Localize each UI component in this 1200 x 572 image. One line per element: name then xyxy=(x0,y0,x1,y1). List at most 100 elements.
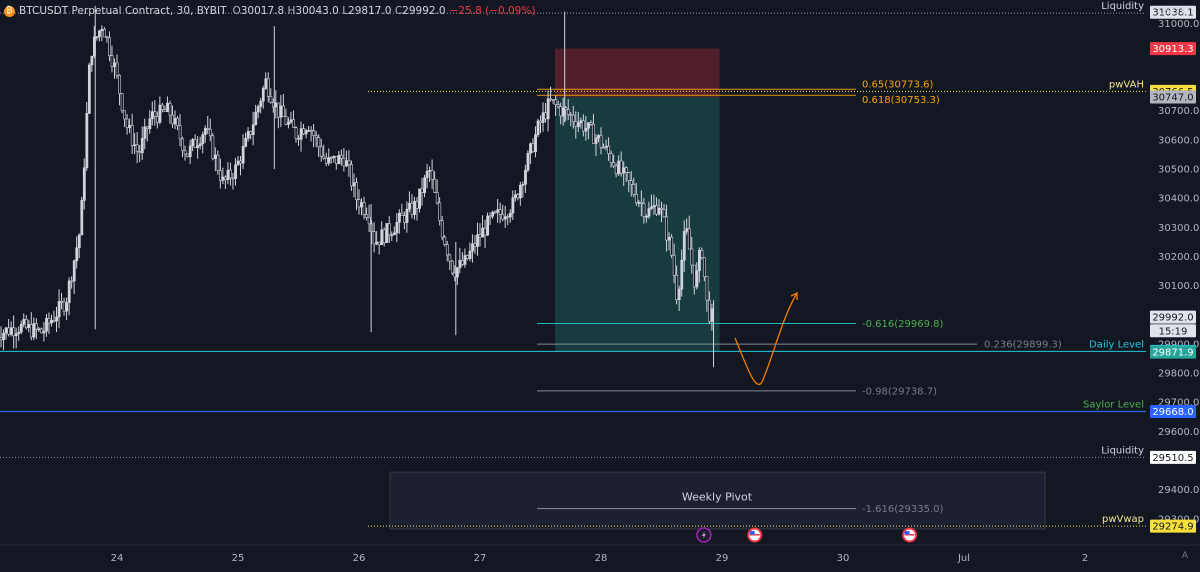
candle-body xyxy=(632,184,636,195)
candle-body xyxy=(430,170,434,180)
candle-body xyxy=(269,96,273,103)
candle-body xyxy=(45,317,48,332)
candle-body xyxy=(476,234,479,247)
candle-body xyxy=(551,98,555,101)
candle-body xyxy=(60,301,64,303)
candle-body xyxy=(423,177,427,193)
candle-body xyxy=(506,216,510,218)
candle-body xyxy=(665,216,669,241)
candle-body xyxy=(100,28,104,32)
candle-body xyxy=(559,106,563,117)
candle-body xyxy=(642,203,646,217)
candle-body xyxy=(357,199,361,208)
candle-body xyxy=(244,138,248,147)
candle-body xyxy=(561,107,565,117)
candle-body xyxy=(85,113,89,169)
currency-selector[interactable]: USDT xyxy=(1158,5,1186,17)
candle-body xyxy=(42,330,46,334)
candle-body xyxy=(670,236,674,256)
candle-body xyxy=(554,99,558,105)
candle-body xyxy=(680,259,684,290)
candle-body xyxy=(624,167,628,173)
candle-body xyxy=(458,260,462,269)
candle-body xyxy=(148,118,152,129)
level-label: pwVwap xyxy=(1102,514,1144,525)
candle-body xyxy=(445,244,449,256)
candle-body xyxy=(289,119,293,123)
level-label: pwVAH xyxy=(1109,79,1144,90)
candle-body xyxy=(166,102,169,112)
candle-body xyxy=(287,121,290,125)
candle-body xyxy=(216,154,220,171)
symbol-title[interactable]: BTCUSDT Perpetual Contract, 30, BYBIT xyxy=(19,5,227,17)
candle-body xyxy=(571,114,575,122)
candle-body xyxy=(128,125,132,128)
level-label: Liquidity xyxy=(1101,1,1144,12)
candle-body xyxy=(516,194,520,199)
candle-body xyxy=(312,130,316,136)
candle-body xyxy=(677,288,681,300)
candle-body xyxy=(607,145,611,155)
candle-body xyxy=(317,137,321,148)
candle-body xyxy=(408,202,411,210)
candle-body xyxy=(7,327,11,335)
time-tick-label: 27 xyxy=(474,553,487,564)
candle-body xyxy=(413,200,416,215)
projection-arrow[interactable] xyxy=(734,292,798,385)
candle-body xyxy=(602,146,606,149)
candle-body xyxy=(594,137,598,144)
candle-body xyxy=(282,105,285,117)
candle-body xyxy=(342,158,346,167)
candle-body xyxy=(483,227,487,236)
candle-body xyxy=(161,104,164,111)
price-tick-label: 29800.0 xyxy=(1158,369,1199,380)
candle-body xyxy=(158,104,162,123)
candles xyxy=(0,25,714,351)
candle-body xyxy=(178,125,182,140)
candle-body xyxy=(256,106,260,113)
time-tick-label: 26 xyxy=(353,553,366,564)
candle-body xyxy=(627,172,631,181)
time-axis[interactable] xyxy=(0,545,1200,568)
candle-body xyxy=(456,267,459,278)
candle-body xyxy=(259,100,263,107)
change-value: −25.8 (−0.09%) xyxy=(449,5,536,17)
candle-body xyxy=(168,102,172,116)
us-flag-canton xyxy=(904,531,910,535)
candle-body xyxy=(695,270,699,288)
candle-body xyxy=(362,202,366,215)
candle-body xyxy=(692,264,696,288)
candle-body xyxy=(75,247,79,262)
us-flag-stripe xyxy=(904,534,915,536)
auto-scale-button[interactable]: A xyxy=(1181,551,1189,561)
candle-body xyxy=(191,139,195,147)
candle-body xyxy=(577,122,580,127)
candle-body xyxy=(433,178,437,193)
candle-body xyxy=(284,116,288,125)
candle-body xyxy=(698,250,701,271)
candle-body xyxy=(350,164,353,187)
candle-body xyxy=(203,128,207,135)
candle-body xyxy=(418,188,422,209)
take-profit-zone[interactable] xyxy=(555,97,720,353)
candle-body xyxy=(211,135,215,159)
candle-body xyxy=(652,205,656,208)
candle-body xyxy=(130,125,134,146)
candle-body xyxy=(587,122,590,129)
candle-body xyxy=(153,111,157,117)
candle-body xyxy=(708,299,711,322)
fib-label: 0.65(30773.6) xyxy=(862,79,934,90)
candle-body xyxy=(634,194,638,204)
candle-body xyxy=(208,128,212,137)
price-badge-label: 30913.3 xyxy=(1152,44,1193,55)
candle-body xyxy=(77,234,81,249)
weekly-pivot-box[interactable] xyxy=(389,471,1046,530)
candle-body xyxy=(219,170,222,181)
candle-body xyxy=(450,260,454,274)
candle-body xyxy=(105,36,109,39)
candle-body xyxy=(443,236,447,245)
candle-body xyxy=(614,165,618,174)
candle-body xyxy=(145,126,149,129)
